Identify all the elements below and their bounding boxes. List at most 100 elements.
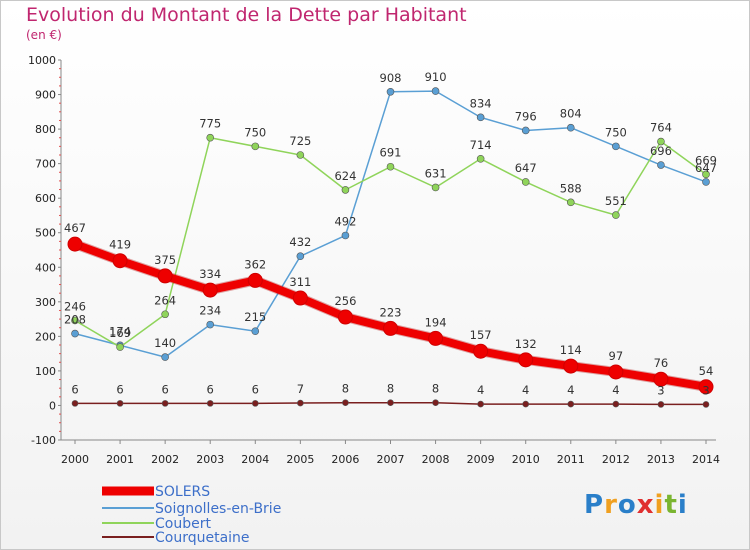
legend-label: SOLERS: [155, 484, 210, 500]
data-label-2: 669: [695, 153, 717, 167]
data-label-1: 796: [515, 109, 537, 123]
data-label-1: 834: [470, 96, 492, 110]
x-tick-label: 2000: [61, 453, 89, 466]
series-point-1: [702, 178, 710, 186]
data-label-1: 140: [154, 336, 176, 350]
y-tick-label: 700: [35, 158, 56, 171]
series-point-0: [67, 236, 83, 252]
series-point-3: [342, 399, 349, 406]
data-label-1: 432: [289, 235, 311, 249]
data-label-2: 551: [605, 194, 627, 208]
data-label-3: 8: [342, 382, 349, 396]
data-label-3: 4: [477, 383, 484, 397]
data-label-3: 3: [702, 383, 709, 397]
data-label-2: 647: [515, 161, 537, 175]
data-label-3: 6: [116, 382, 123, 396]
series-point-0: [653, 371, 669, 387]
legend-label: Soignolles-en-Brie: [155, 501, 281, 517]
series-layer: [67, 87, 714, 408]
series-point-1: [566, 123, 575, 132]
data-label-2: 714: [470, 138, 492, 152]
series-point-2: [566, 198, 575, 207]
data-label-1: 215: [244, 310, 266, 324]
data-label-2: 169: [109, 326, 131, 340]
y-tick-label: 1000: [28, 54, 56, 67]
series-point-3: [297, 399, 304, 407]
series-point-0: [518, 352, 534, 368]
legend-label: Courquetaine: [155, 530, 250, 546]
data-label-2: 691: [380, 146, 402, 160]
data-label-2: 264: [154, 293, 176, 307]
series-point-0: [473, 343, 489, 359]
series-point-1: [341, 231, 350, 240]
data-label-1: 208: [64, 313, 86, 327]
series-point-3: [71, 400, 79, 407]
x-tick-label: 2014: [692, 453, 720, 466]
series-point-2: [71, 316, 79, 325]
data-label-0: 157: [470, 328, 492, 342]
series-point-1: [521, 126, 530, 135]
data-label-2: 750: [244, 125, 266, 139]
data-label-3: 7: [297, 382, 304, 396]
data-label-3: 8: [432, 382, 439, 396]
x-tick-label: 2013: [647, 453, 675, 466]
y-tick-label: 900: [35, 89, 56, 102]
series-point-0: [563, 358, 579, 374]
series-point-2: [116, 343, 124, 351]
data-label-3: 4: [567, 383, 574, 397]
series-point-1: [386, 87, 395, 96]
y-tick-label: 400: [35, 261, 56, 274]
logo-letter: t: [664, 490, 678, 520]
x-tick-label: 2008: [422, 453, 450, 466]
series-point-1: [296, 252, 305, 261]
x-tick-label: 2010: [512, 453, 540, 466]
data-label-0: 256: [334, 294, 356, 308]
series-point-2: [431, 183, 440, 192]
series-point-0: [247, 272, 263, 288]
series-point-3: [702, 401, 710, 408]
series-point-3: [161, 400, 169, 407]
series-point-1: [612, 142, 620, 151]
y-tick-label: 100: [35, 365, 56, 378]
series-point-3: [522, 400, 530, 408]
data-label-3: 4: [612, 383, 619, 397]
series-point-0: [157, 268, 173, 284]
data-label-3: 3: [657, 383, 664, 397]
chart-subtitle: (en €): [26, 28, 62, 42]
data-label-1: 647: [695, 161, 717, 175]
chart-title: Evolution du Montant de la Dette par Hab…: [26, 4, 467, 26]
x-tick-label: 2006: [331, 453, 359, 466]
data-label-1: 234: [199, 304, 221, 318]
series-point-0: [202, 282, 218, 298]
data-label-1: 696: [650, 144, 672, 158]
data-label-2: 588: [560, 181, 582, 195]
series-point-3: [477, 400, 484, 408]
data-label-1: 492: [334, 214, 356, 228]
proxiti-logo: Proxiti: [584, 490, 688, 520]
series-point-3: [387, 399, 394, 406]
series-point-0: [383, 320, 398, 336]
series-point-0: [337, 309, 353, 325]
series-point-2: [251, 142, 260, 151]
x-tick-label: 2004: [241, 453, 269, 466]
series-point-0: [698, 379, 714, 395]
series-point-3: [567, 400, 575, 408]
series-point-2: [161, 310, 169, 319]
x-tick-label: 2007: [377, 453, 405, 466]
series-point-3: [432, 399, 439, 406]
y-tick-label: 500: [35, 227, 56, 240]
series-point-3: [206, 400, 214, 407]
data-label-3: 8: [387, 382, 394, 396]
data-label-0: 223: [380, 305, 402, 319]
data-label-0: 97: [609, 349, 624, 363]
data-label-1: 910: [425, 70, 447, 84]
data-label-1: 750: [605, 125, 627, 139]
data-label-0: 467: [64, 221, 86, 235]
series-point-0: [292, 290, 308, 306]
data-label-2: 764: [650, 121, 672, 135]
x-tick-label: 2003: [196, 453, 224, 466]
logo-letter: r: [604, 490, 618, 520]
x-tick-label: 2002: [151, 453, 179, 466]
data-label-2: 631: [425, 166, 447, 180]
